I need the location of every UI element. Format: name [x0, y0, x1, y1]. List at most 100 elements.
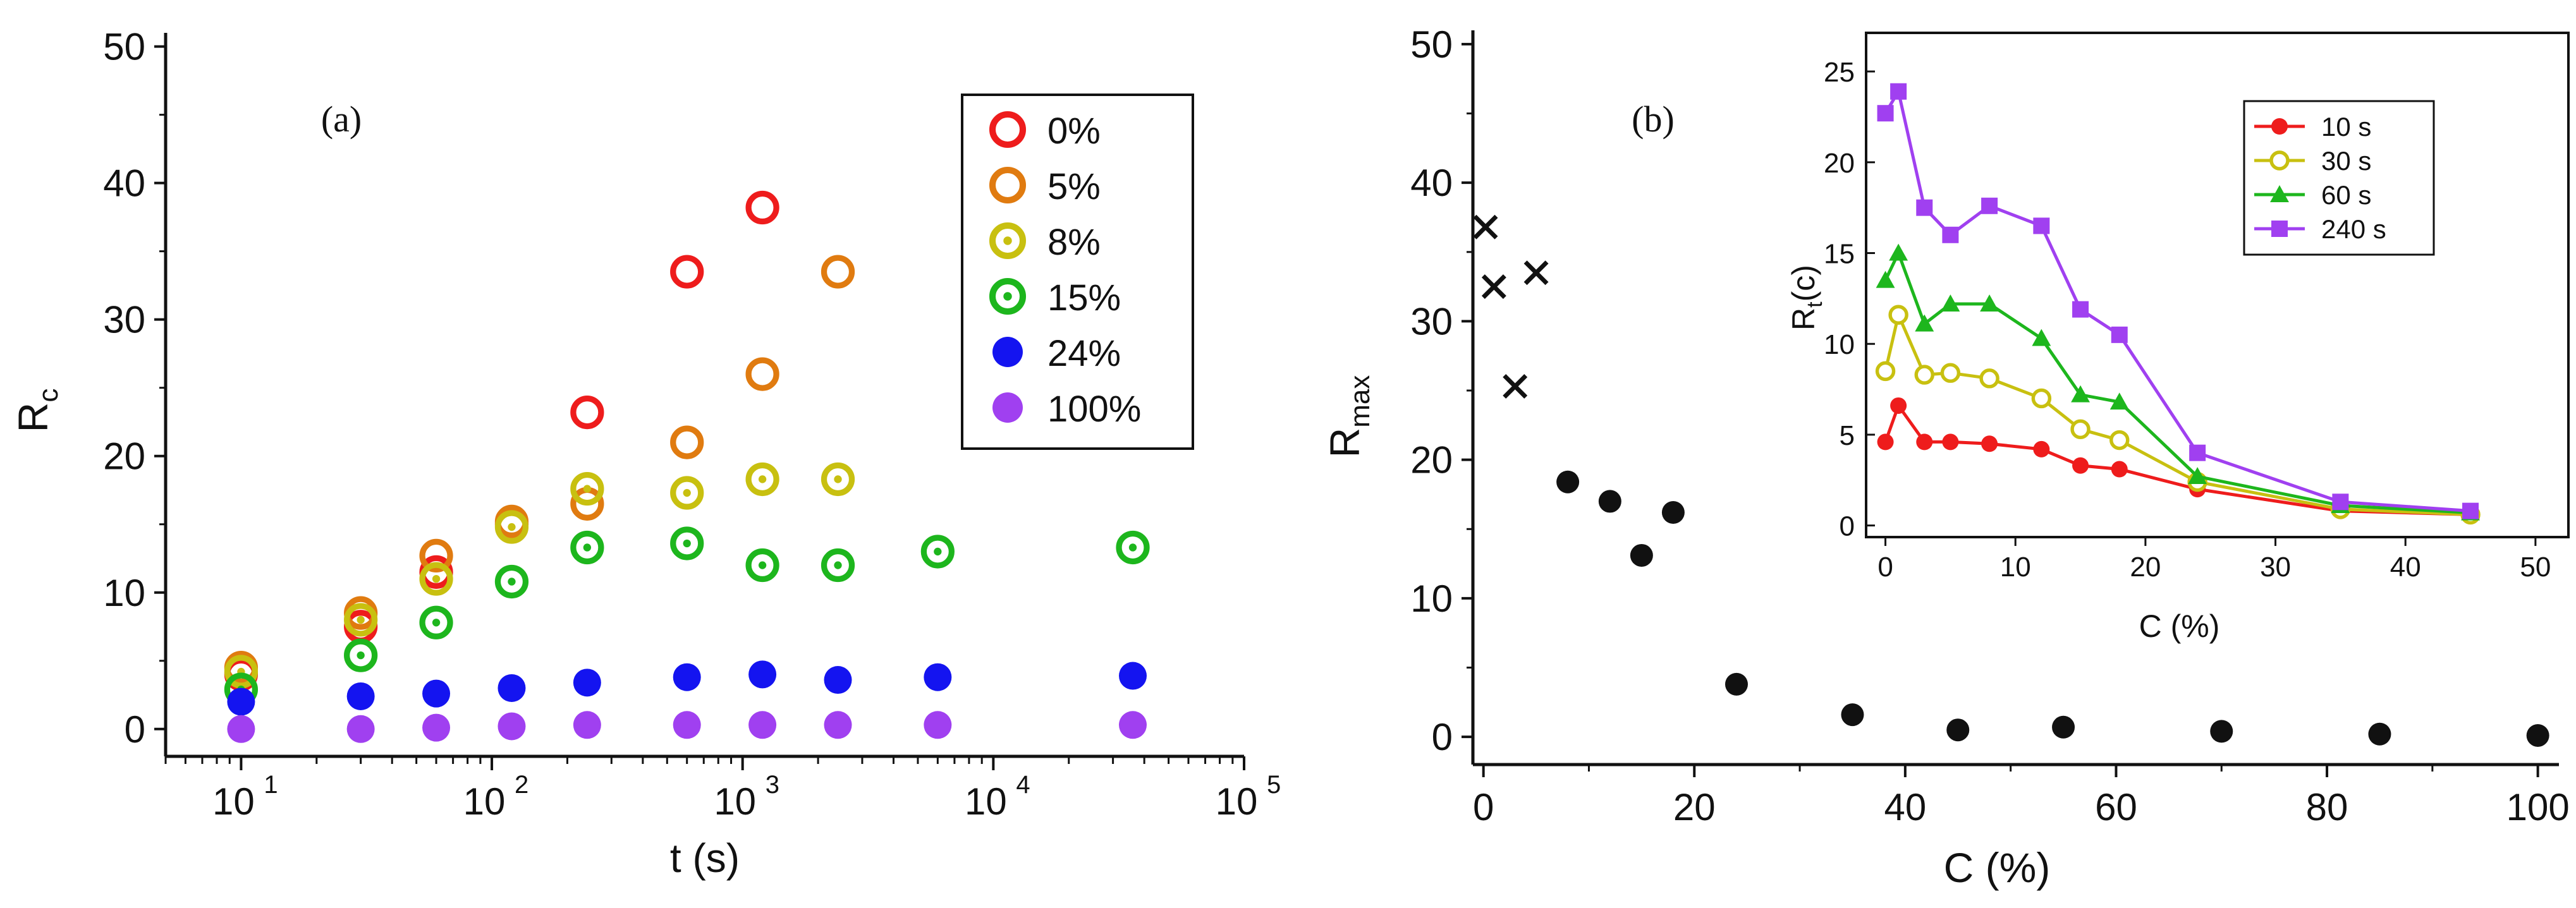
a-xtick-label: 10 [463, 780, 506, 823]
a-point-center [583, 543, 592, 552]
a-point [494, 564, 529, 599]
b-inset-x-axis-label: C (%) [2139, 608, 2220, 644]
a-point [573, 669, 601, 697]
b-inset-point [2072, 301, 2089, 318]
a-point [422, 713, 451, 742]
a-y-axis-label-main: R [9, 403, 56, 433]
b-inset-xtick-label: 20 [2130, 552, 2161, 583]
a-point [745, 357, 779, 391]
b-inset-xtick-label: 10 [2000, 552, 2031, 583]
b-inset-point [2109, 392, 2129, 410]
b-inset-point [1941, 294, 1960, 312]
a-ytick-label: 10 [103, 572, 145, 614]
b-inset-point [1888, 305, 1908, 325]
b-inset-point [1876, 270, 1895, 288]
a-xtick-label: 10 [1216, 780, 1258, 823]
b-point [1724, 672, 1748, 696]
a-legend-label: 100% [1047, 389, 1141, 430]
a-y-axis-label: Rc [9, 389, 64, 433]
a-point-center [357, 615, 365, 624]
a-point-center [683, 539, 691, 548]
a-series-0 [224, 190, 779, 691]
a-point [419, 562, 453, 596]
a-xtick-exponent: 4 [1016, 771, 1030, 799]
b-xtick-label: 0 [1473, 786, 1494, 828]
a-point [346, 715, 375, 743]
a-point [924, 663, 952, 691]
a-point [673, 663, 701, 691]
b-inset-ytick-label: 0 [1840, 511, 1855, 542]
a-point-center [758, 561, 767, 569]
a-xtick-exponent: 5 [1267, 771, 1281, 799]
a-legend-box [961, 94, 1194, 450]
a-point-center [357, 651, 365, 660]
a-xtick-exponent: 2 [515, 771, 528, 799]
a-point [422, 679, 451, 708]
b-inset-legend-label: 10 s [2321, 112, 2371, 142]
b-inset-point [1916, 199, 1933, 216]
a-point [1119, 662, 1147, 690]
a-legend-marker [989, 166, 1027, 204]
a-point [670, 476, 704, 510]
a-point [670, 526, 704, 560]
b-series-1 [1556, 470, 2549, 747]
b-inset-y-axis-label-sub: t [1803, 301, 1827, 308]
b-point [2368, 722, 2391, 746]
a-xtick-label: 10 [714, 780, 756, 823]
b-point [1598, 490, 1621, 513]
a-point [670, 425, 704, 459]
a-point [497, 712, 526, 741]
b-point [1630, 543, 1653, 567]
a-point [570, 395, 604, 430]
b-inset-point [2189, 444, 2206, 461]
b-ytick-label: 10 [1410, 578, 1453, 620]
a-point [748, 711, 777, 739]
panel-a-label: (a) [321, 99, 362, 140]
a-point-center [683, 488, 691, 497]
b-inset-point [1942, 433, 1959, 451]
a-point-center [834, 561, 842, 569]
a-point [821, 255, 855, 289]
b-inset-legend-marker [2270, 185, 2289, 202]
b-inset-ytick-label: 15 [1824, 239, 1855, 270]
a-point [344, 603, 378, 637]
b-inset-series-3 [1877, 83, 2479, 519]
b-inset-legend-label: 240 s [2321, 214, 2386, 244]
a-point [346, 682, 375, 710]
a-xtick-label: 10 [965, 780, 1007, 823]
b-inset-point [1890, 83, 1907, 100]
b-inset-ytick-label: 20 [1824, 148, 1855, 179]
b-y-axis-label: Rmax [1321, 375, 1376, 458]
panel-b-label: (b) [1632, 99, 1675, 140]
a-point [920, 535, 955, 569]
a-legend-label: 5% [1047, 166, 1101, 207]
b-inset-ytick-label: 5 [1840, 420, 1855, 451]
a-point [573, 711, 601, 739]
a-point [821, 548, 855, 583]
b-ytick-label: 40 [1410, 162, 1453, 204]
a-point-center [432, 619, 441, 627]
b-inset-xtick-label: 40 [2390, 552, 2421, 583]
a-point [670, 255, 704, 289]
b-inset-xtick-label: 50 [2520, 552, 2551, 583]
b-inset-xtick-label: 30 [2260, 552, 2291, 583]
a-point [1119, 711, 1147, 739]
b-inset-point [1875, 361, 1896, 382]
b-series-0 [1473, 214, 1549, 399]
a-ytick-label: 50 [103, 26, 145, 68]
a-series-5 [227, 711, 1147, 743]
b-inset-point [1889, 243, 1908, 261]
a-point [497, 674, 526, 702]
b-point [1841, 703, 1864, 727]
a-xtick-label: 10 [212, 780, 255, 823]
b-inset-legend-marker [2271, 221, 2288, 237]
b-cross-point [1473, 214, 1498, 239]
a-point [745, 462, 779, 497]
b-inset-point [1940, 363, 1961, 383]
b-inset-y-axis-label-suffix: (c) [1786, 265, 1821, 301]
b-cross-point [1503, 373, 1528, 399]
b-inset-legend-label: 30 s [2321, 146, 2371, 176]
a-point [748, 660, 777, 689]
b-inset-xtick-label: 0 [1877, 552, 1893, 583]
